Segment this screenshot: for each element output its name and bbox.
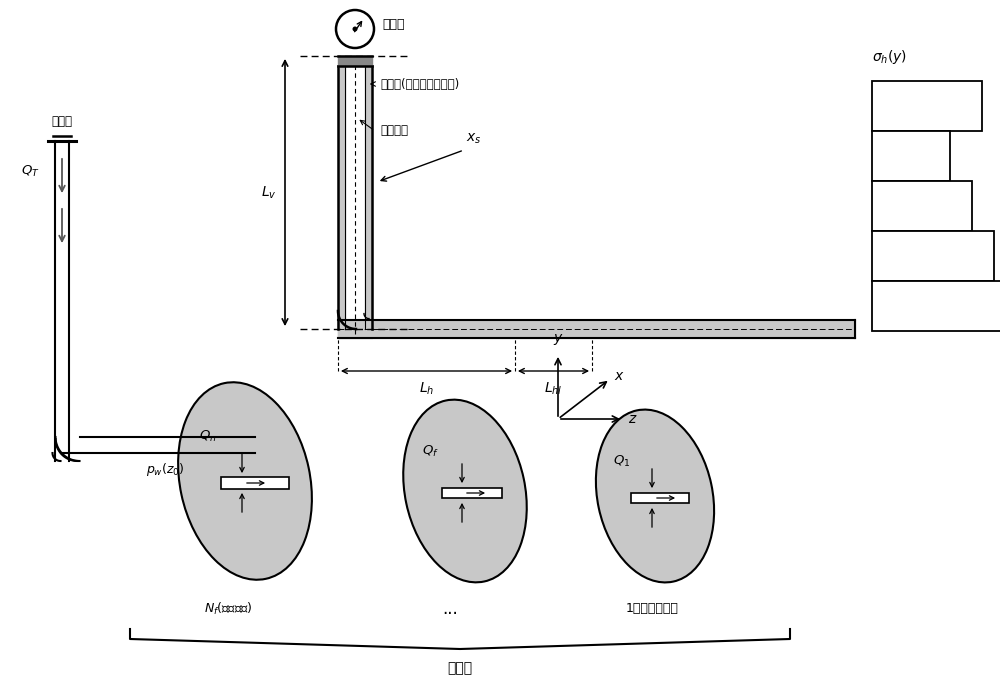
Text: $y$: $y$ [553,332,563,347]
Text: 压裂井: 压裂井 [52,115,72,128]
Text: $z$: $z$ [628,412,638,426]
Bar [442,488,502,498]
Text: $Q_n$: $Q_n$ [199,428,217,444]
Text: 封闭液柱: 封闭液柱 [380,124,408,138]
Text: ...: ... [442,600,458,618]
Text: $L_{hl}$: $L_{hl}$ [544,381,563,397]
Text: $Q_1$: $Q_1$ [613,453,631,468]
Text: $\sigma_h(y)$: $\sigma_h(y)$ [872,48,907,66]
Bar [872,181,972,231]
Text: 压力计: 压力计 [382,17,404,30]
Text: $Q_f$: $Q_f$ [422,444,438,459]
Bar [872,281,1000,331]
Bar [221,477,289,489]
Text: 1（趾端裂缝）: 1（趾端裂缝） [626,603,678,616]
Text: $x_s$: $x_s$ [466,131,481,146]
Text: 压裂段: 压裂段 [447,661,473,675]
Text: $N_f$(跟端裂缝): $N_f$(跟端裂缝) [204,601,252,617]
Bar [872,231,994,281]
Bar [872,131,950,181]
Bar [872,81,982,131]
Text: $x$: $x$ [614,369,625,383]
Bar [631,493,689,503]
Text: $p_w(z_0)$: $p_w(z_0)$ [146,461,184,478]
Circle shape [352,26,358,32]
Circle shape [336,10,374,48]
Ellipse shape [178,382,312,580]
Text: $L_v$: $L_v$ [261,184,277,200]
Text: 监测井(封闭液柱的井筒): 监测井(封闭液柱的井筒) [380,77,459,91]
Text: $Q_T$: $Q_T$ [21,164,40,178]
Ellipse shape [596,410,714,583]
Ellipse shape [403,399,527,583]
Text: $L_h$: $L_h$ [419,381,434,397]
